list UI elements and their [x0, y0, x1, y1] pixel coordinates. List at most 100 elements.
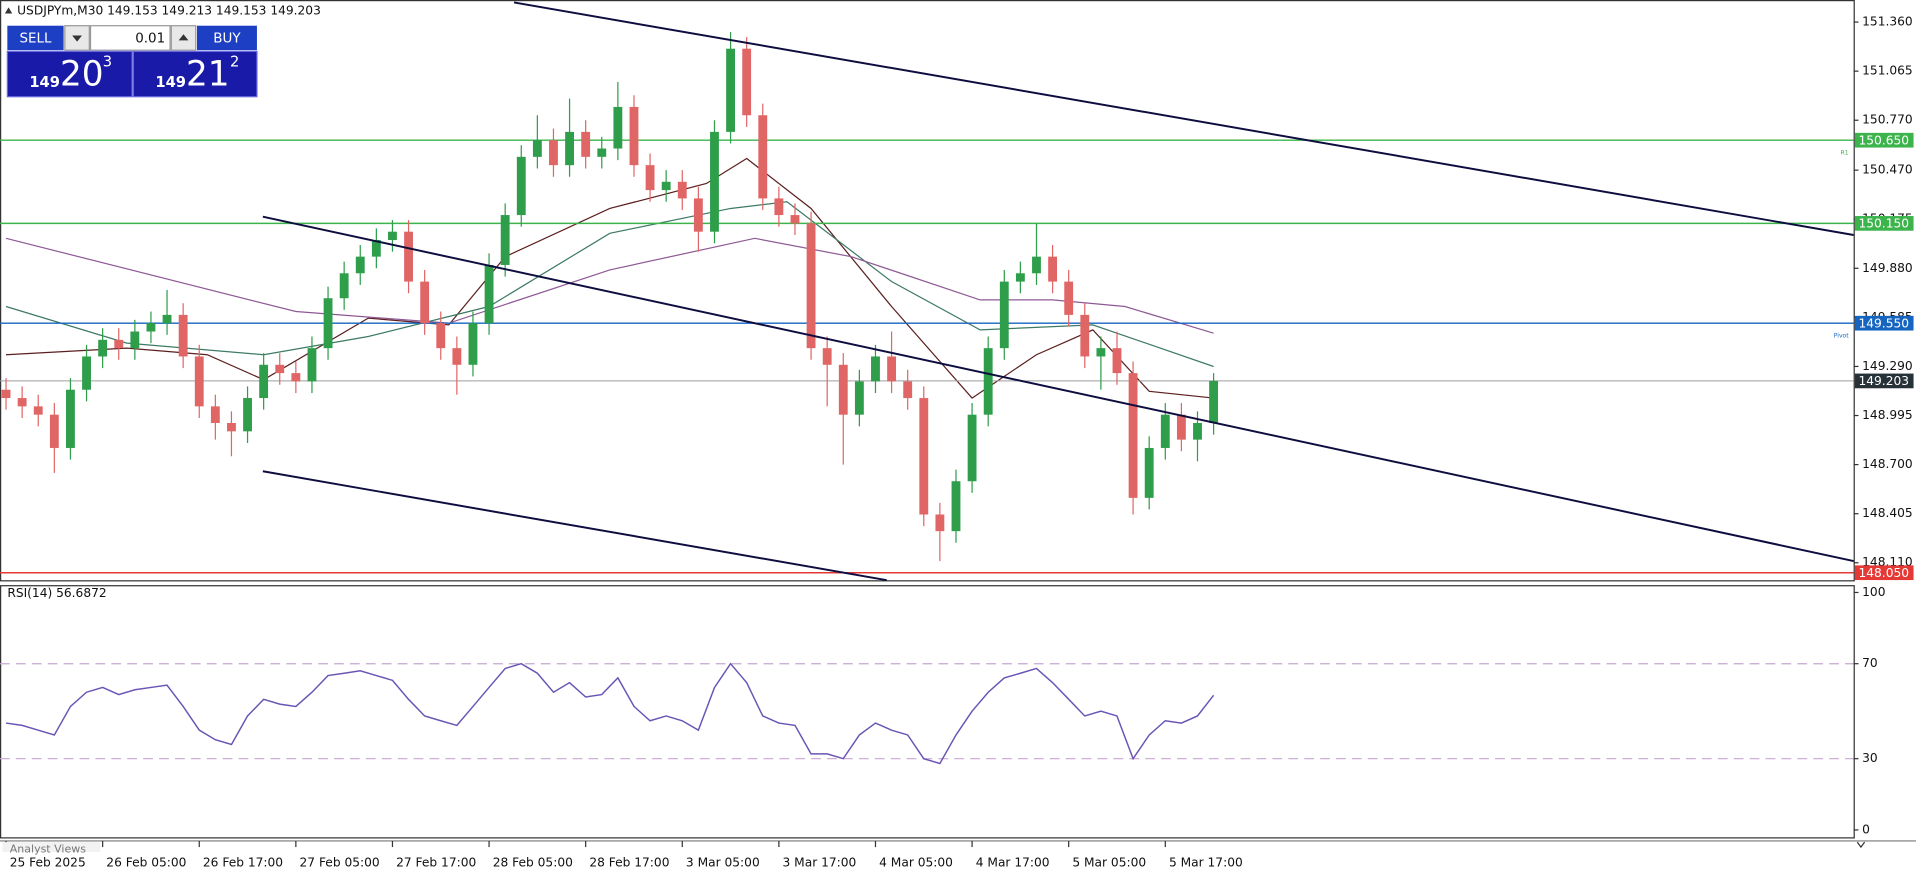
candle-body [565, 131, 574, 166]
level-label: 150.150 [1858, 216, 1909, 230]
candle-body [162, 314, 172, 324]
candle-body [629, 106, 639, 166]
candle-body [259, 364, 269, 399]
rsi-line [5, 662, 1215, 765]
x-tick-label: 5 Mar 17:00 [1169, 855, 1243, 869]
candle-body [1209, 380, 1219, 424]
candle-body [1032, 256, 1041, 274]
moving-average [5, 157, 1214, 399]
y-tick-label: 150.470 [1862, 163, 1913, 177]
candle-body [114, 339, 124, 349]
rsi-pane [0, 662, 1854, 765]
y-tick-label: 151.065 [1862, 64, 1913, 78]
x-tick-label: 25 Feb 2025 [10, 855, 86, 869]
candle-body [645, 165, 655, 191]
candle-body [82, 356, 91, 390]
buy-price-big: 149 [155, 74, 186, 91]
candle-body [597, 148, 607, 157]
level-label-box [1854, 132, 1914, 148]
candle-body [1144, 447, 1154, 498]
candle-body [774, 198, 784, 216]
candle-body [854, 381, 864, 415]
candle-body [371, 240, 381, 257]
x-tick-label: 27 Feb 17:00 [396, 855, 476, 869]
candle-body [838, 364, 848, 415]
candle-body [484, 264, 494, 324]
buy-label[interactable]: BUY [213, 32, 241, 47]
buy-price-main: 21 [186, 54, 230, 94]
candle-body [1176, 414, 1186, 440]
collapse-icon[interactable] [4, 7, 13, 14]
candle-body [227, 423, 236, 432]
x-tick-label: 27 Feb 05:00 [300, 855, 380, 869]
level-label-box [1854, 565, 1914, 581]
y-tick-label: 148.405 [1862, 506, 1913, 520]
rsi-y-tick-label: 70 [1862, 656, 1878, 670]
footer-tab-bg [2, 842, 101, 852]
candle-body [983, 348, 993, 415]
x-tick-label: 4 Mar 17:00 [976, 855, 1050, 869]
level-name: Pivot [1834, 332, 1850, 339]
candle-body [903, 381, 913, 399]
candle-body [1096, 348, 1106, 357]
candle-body [307, 348, 317, 382]
candle-body [468, 323, 478, 365]
rsi-y-tick-label: 100 [1862, 585, 1885, 599]
chart-header: USDJPYm,M30 149.153 149.213 149.153 149.… [17, 4, 321, 18]
y-tick-label: 149.290 [1862, 359, 1913, 373]
level-label: 148.050 [1858, 566, 1909, 580]
footer-tab[interactable]: Analyst Views [10, 843, 86, 856]
candle-body [275, 364, 285, 374]
trade-panel: SELL 0.01 BUY 149 20 3 149 21 2 [6, 25, 258, 98]
x-tick-label: 5 Mar 05:00 [1072, 855, 1146, 869]
candle-body [1, 389, 11, 399]
candle-body [33, 406, 43, 415]
y-tick-label: 148.995 [1862, 408, 1913, 422]
candle-body [1064, 281, 1074, 315]
level-label-box [1854, 216, 1914, 231]
candle-body [178, 314, 188, 357]
current-price-box [1854, 373, 1914, 389]
level-label: 150.650 [1858, 133, 1909, 147]
candle-body [500, 215, 510, 265]
candle-body [355, 256, 365, 274]
candle-body [66, 389, 75, 448]
trend-line [262, 470, 887, 582]
candle-body [452, 348, 462, 365]
main-pane: R1 Pivot [0, 1, 1854, 582]
rsi-y-tick-label: 0 [1862, 822, 1870, 836]
lot-value[interactable]: 0.01 [135, 32, 165, 47]
candle-body [549, 140, 558, 166]
candle-body [1160, 414, 1170, 448]
candle-body [951, 481, 961, 532]
candle-body [291, 373, 301, 382]
y-tick-label: 150.770 [1862, 113, 1913, 127]
rsi-y-tick-label: 30 [1862, 751, 1878, 765]
level-label-box [1854, 315, 1914, 331]
sell-price-box[interactable] [6, 50, 133, 98]
sell-label[interactable]: SELL [19, 32, 52, 47]
candle-body [49, 414, 59, 448]
candle-body [1193, 423, 1202, 440]
x-tick-label: 28 Feb 17:00 [589, 855, 669, 869]
buy-button[interactable] [196, 25, 257, 51]
sell-price-big: 149 [29, 74, 60, 91]
x-tick-label: 3 Mar 17:00 [783, 855, 857, 869]
candle-body [613, 106, 623, 149]
sell-button[interactable] [7, 25, 64, 51]
moving-average [5, 237, 1214, 334]
lot-input[interactable] [89, 25, 171, 51]
candle-body [420, 281, 430, 324]
candle-body [516, 156, 526, 216]
scroll-chevron[interactable] [1856, 841, 1866, 849]
candle-body [790, 215, 800, 224]
x-tick-label: 4 Mar 05:00 [879, 855, 953, 869]
buy-price-box[interactable] [132, 50, 258, 98]
candle-body [677, 181, 687, 199]
lot-up-arrow [178, 34, 189, 41]
candle-body [710, 131, 719, 232]
candle-body [887, 356, 897, 382]
axes: 151.360151.065150.770150.470150.175149.8… [5, 15, 1914, 869]
candle-body [822, 348, 832, 365]
